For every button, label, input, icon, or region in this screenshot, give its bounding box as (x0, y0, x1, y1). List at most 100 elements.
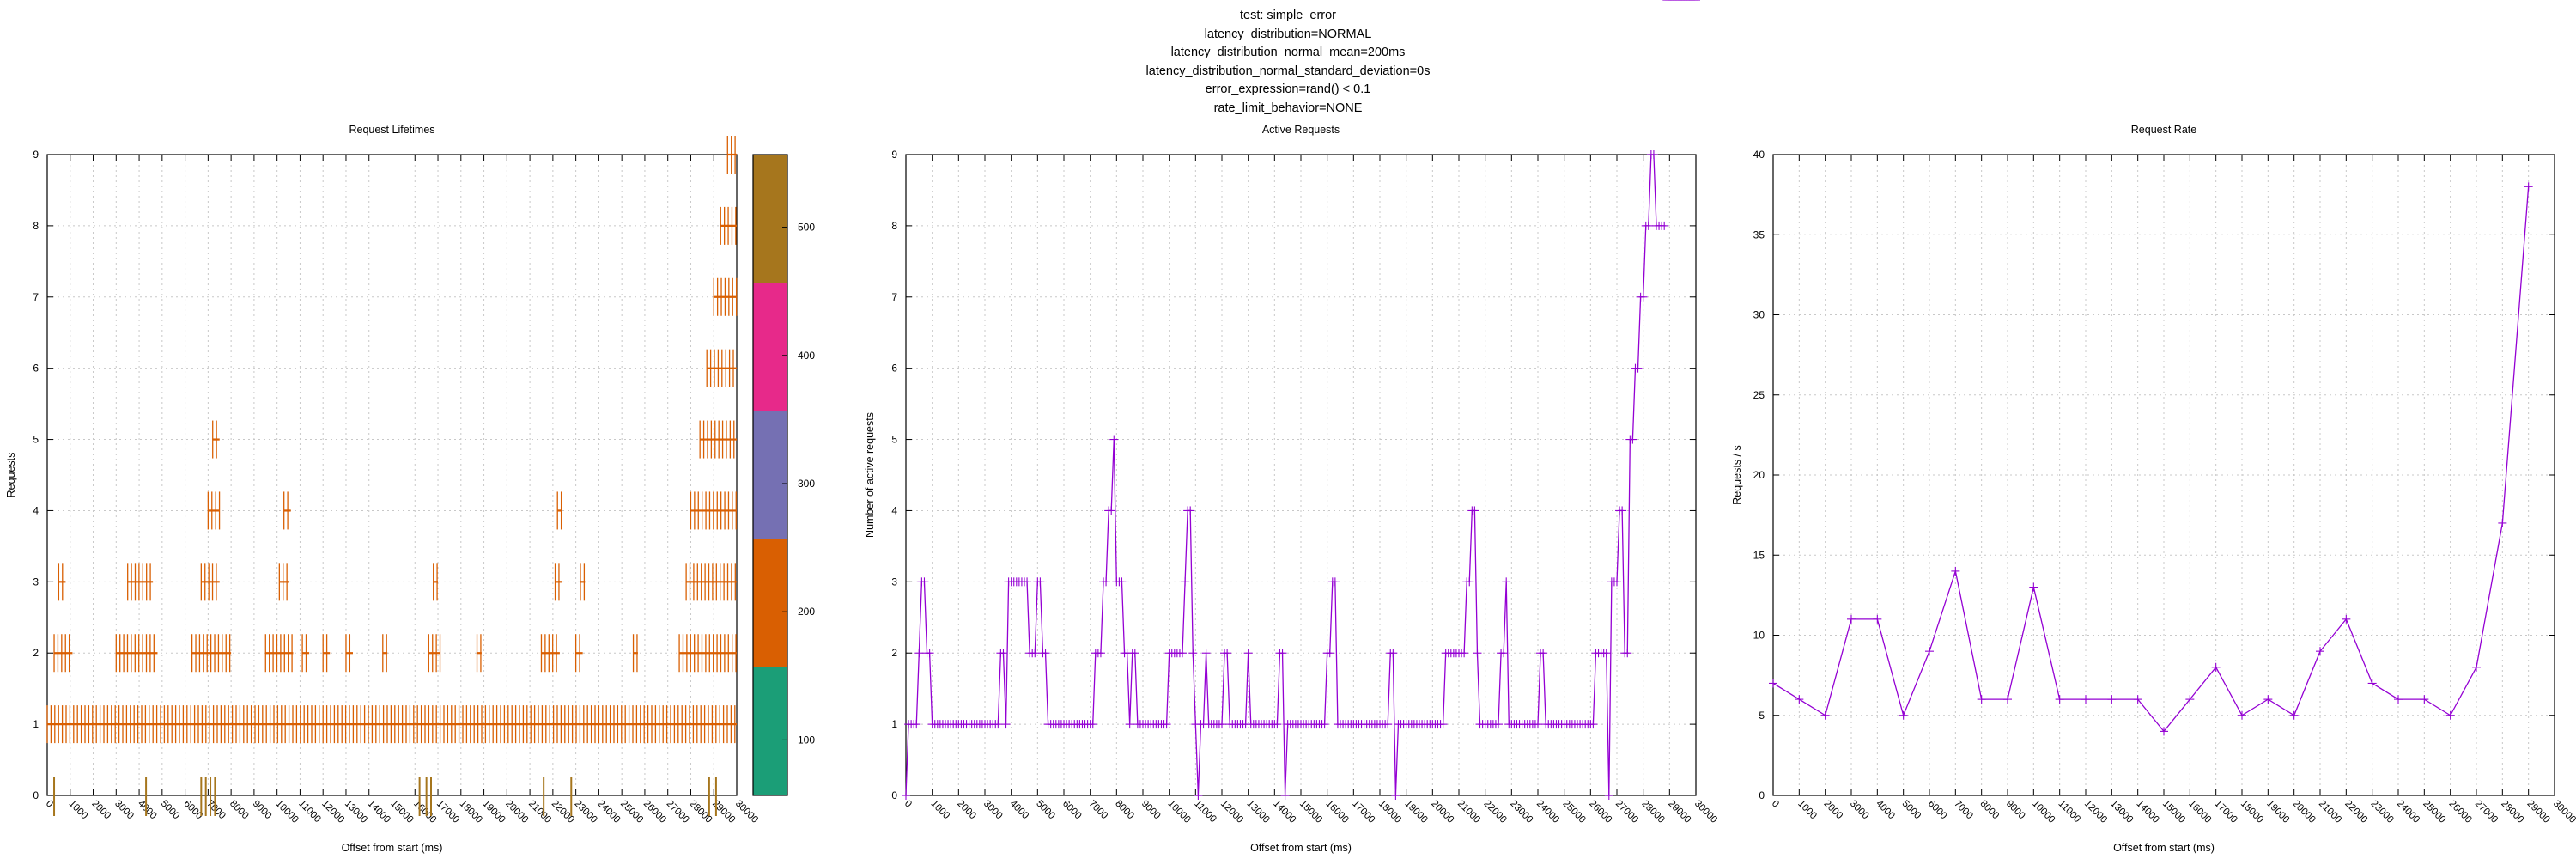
colorbar-frame (752, 154, 788, 796)
data-point (902, 791, 910, 800)
data-point (1162, 720, 1171, 729)
data-point (1628, 435, 1637, 444)
x-tick-label: 23000 (1508, 799, 1534, 825)
data-point (1096, 649, 1105, 658)
x-tick-label: 3000 (112, 799, 136, 822)
x-tick-label: 11000 (1192, 799, 1218, 825)
data-point (1088, 720, 1097, 729)
x-tick-label: 2000 (89, 799, 112, 822)
x-tick-label: 12000 (1218, 799, 1245, 825)
x-tick-label: 20000 (503, 799, 530, 825)
data-point (1951, 566, 1960, 576)
colorbar-tick-label: 100 (798, 734, 815, 746)
data-point (1109, 435, 1119, 444)
colorbar-segment (753, 411, 787, 539)
x-tick-label: 14000 (2135, 799, 2161, 825)
x-tick-label: 30000 (733, 799, 760, 825)
y-tick-label: 0 (891, 789, 897, 801)
x-tick-label: 23000 (2369, 799, 2396, 825)
y-tick-label: 5 (891, 434, 897, 446)
x-tick-label: 0 (902, 799, 914, 810)
data-point (1130, 649, 1139, 658)
y-tick-label: 9 (33, 149, 39, 161)
data-point (1201, 649, 1211, 658)
x-tick-label: 29000 (710, 799, 737, 825)
series-markers (902, 0, 1700, 800)
data-point (1460, 649, 1469, 658)
x-tick-label: 15000 (388, 799, 415, 825)
data-point (1589, 720, 1598, 729)
y-tick-label: 5 (1759, 710, 1765, 722)
x-tick-label: 12000 (2082, 799, 2109, 825)
y-axis-label: Requests (5, 453, 17, 498)
colorbar-tick-label: 200 (798, 606, 815, 618)
data-point (912, 720, 921, 729)
x-tick-label: 5000 (1900, 799, 1923, 822)
request-rate-chart: 0 1000 2000 3000 4000 5000 6000 7000 8000 9000 100… (1731, 124, 2576, 854)
y-tick-label: 3 (33, 576, 39, 588)
data-point (1873, 614, 1882, 624)
data-point (2472, 662, 2481, 672)
y-tick-label: 35 (1753, 228, 1765, 241)
header-line-distribution: latency_distribution=NORMAL (1204, 27, 1372, 41)
x-tick-label: 11000 (296, 799, 323, 825)
header-line-error-expression: error_expression=rand() < 0.1 (1205, 82, 1371, 96)
data-point (1660, 221, 1669, 230)
header-line-mean: latency_distribution_normal_mean=200ms (1170, 46, 1406, 59)
y-tick-label: 5 (33, 434, 39, 446)
y-axis-label: Requests / s (1731, 445, 1743, 504)
y-tick-label: 40 (1753, 149, 1765, 161)
x-tick-label: 28000 (2499, 799, 2525, 825)
x-tick-label: 2000 (1822, 799, 1845, 822)
x-tick-label: 2000 (955, 799, 978, 822)
x-tick-label: 9000 (1139, 799, 1163, 822)
x-tick-label: 24000 (2395, 799, 2421, 825)
y-tick-label: 3 (891, 576, 897, 588)
chart-title: Request Rate (2131, 124, 2196, 136)
x-tick-label: 19000 (1403, 799, 1430, 825)
y-tick-label: 2 (891, 647, 897, 659)
data-point (1601, 649, 1611, 658)
y-tick-label: 4 (891, 504, 897, 516)
y-tick-label: 7 (33, 291, 39, 303)
lifetime-colorbar: 100 200 300 400 500 (752, 154, 815, 796)
data-point (1820, 710, 1830, 720)
colorbar-tick-label: 400 (798, 350, 815, 362)
x-tick-label: 15000 (1297, 799, 1324, 825)
x-tick-label: 16000 (2186, 799, 2213, 825)
x-tick-label: 5000 (1034, 799, 1057, 822)
x-tick-label: 0 (1770, 799, 1781, 810)
y-tick-label: 0 (33, 789, 39, 801)
x-tick-label: 24000 (1534, 799, 1561, 825)
x-tick-label: 17000 (434, 799, 461, 825)
data-point (1470, 506, 1479, 515)
x-tick-label: 3000 (981, 799, 1005, 822)
colorbar-segment (753, 667, 787, 795)
chart-title: Active Requests (1262, 124, 1340, 136)
data-point (1223, 649, 1232, 658)
data-point (1243, 649, 1253, 658)
data-point (1117, 577, 1127, 587)
data-point (914, 649, 924, 658)
data-point (1769, 679, 1777, 688)
x-tick-label: 9000 (2004, 799, 2027, 822)
x-tick-label: 16000 (411, 799, 438, 825)
data-point (1633, 363, 1643, 373)
y-tick-label: 6 (891, 362, 897, 375)
x-tick-label: 13000 (2108, 799, 2135, 825)
data-point (1539, 649, 1548, 658)
x-tick-label: 24000 (595, 799, 622, 825)
y-tick-label: 30 (1753, 309, 1765, 321)
x-tick-label: 25000 (618, 799, 645, 825)
figure-header: test: simple_error latency_distribution=… (0, 7, 2576, 118)
y-tick-label: 6 (33, 362, 39, 375)
x-tick-label: 22000 (1482, 799, 1509, 825)
x-tick-label: 4000 (1874, 799, 1897, 822)
colorbar-segment (753, 155, 787, 283)
data-point (1638, 292, 1648, 302)
request-lifetimes-chart: 0 1000 2000 3000 4000 5000 6000 7000 8000 9000 100… (5, 124, 760, 854)
series-line (1772, 186, 2530, 733)
chart-title: Request Lifetimes (349, 124, 434, 136)
x-tick-label: 10000 (1166, 799, 1193, 825)
